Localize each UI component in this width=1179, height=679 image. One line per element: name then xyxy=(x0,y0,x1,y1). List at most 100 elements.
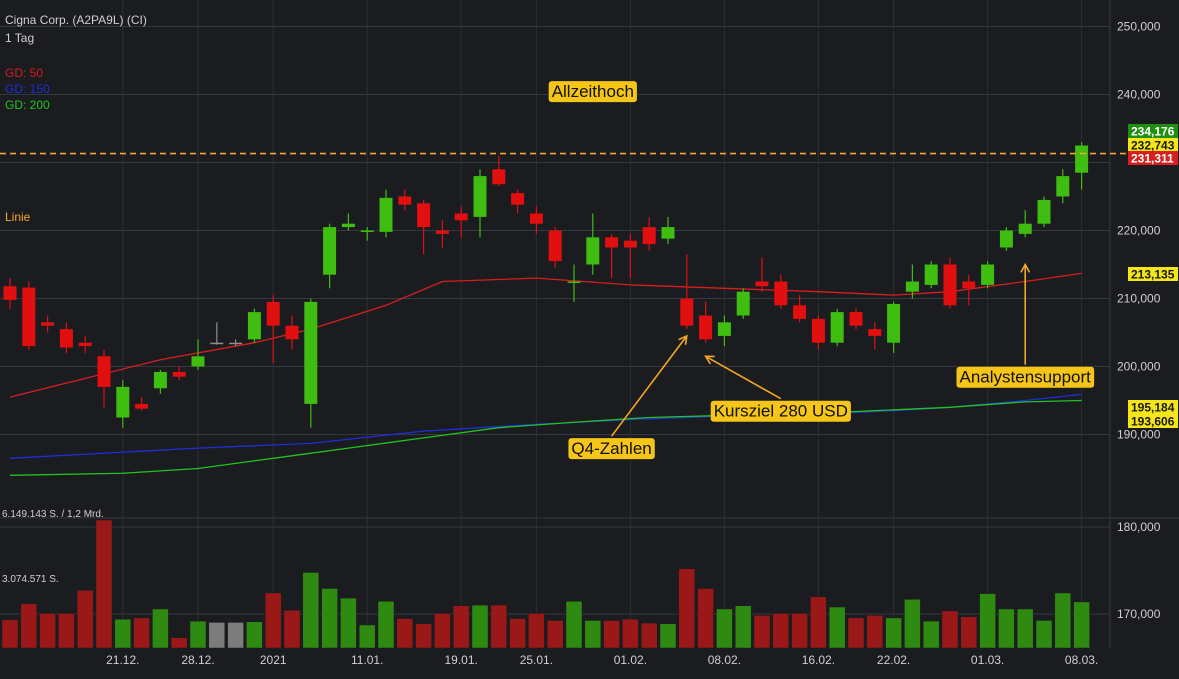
candle xyxy=(905,264,919,299)
candle xyxy=(116,380,130,428)
candle-body xyxy=(699,315,713,340)
candle xyxy=(153,369,167,394)
candle-body xyxy=(962,281,976,289)
volume-mid-label: 3.074.571 S. xyxy=(2,574,59,585)
y-tick-label: 170,000 xyxy=(1117,607,1161,621)
candle-body xyxy=(247,312,261,340)
candle xyxy=(529,206,543,234)
annotation-arrow xyxy=(705,355,782,400)
price-tag-label: 231,311 xyxy=(1131,152,1174,166)
price-tag-label: 232,743 xyxy=(1131,139,1175,153)
candle-body xyxy=(623,240,637,248)
candle xyxy=(830,308,844,347)
annotation-arrowhead xyxy=(1020,262,1031,273)
x-tick-label: 19.01. xyxy=(445,653,478,667)
annotation-label: Q4-Zahlen xyxy=(571,439,651,458)
x-tick-label: 08.03. xyxy=(1065,653,1098,667)
annotation-box xyxy=(710,400,851,422)
candle xyxy=(586,213,600,275)
candle-body xyxy=(379,197,393,232)
candle-body xyxy=(41,322,55,326)
timeframe-label: 1 Tag xyxy=(5,31,35,45)
price-tag: 234,176 xyxy=(1128,124,1178,139)
candle xyxy=(1056,169,1070,204)
candle xyxy=(1037,196,1051,228)
volume-bar xyxy=(565,601,583,649)
y-tick-label: 220,000 xyxy=(1117,224,1161,238)
volume-bar xyxy=(546,620,564,649)
volume-bar xyxy=(39,613,56,649)
price-tag: 193,606 xyxy=(1128,414,1178,429)
candle-body xyxy=(1037,199,1051,224)
volume-bar xyxy=(772,613,790,649)
annotation-arrow xyxy=(610,335,688,437)
candle-body xyxy=(78,342,92,347)
price-tag-box xyxy=(1128,138,1178,152)
legend-gd50: GD: 50 xyxy=(5,66,44,80)
candle-body xyxy=(266,301,280,326)
candle-body xyxy=(1075,145,1089,173)
candle xyxy=(247,308,261,343)
volume-bar xyxy=(490,604,508,649)
volume-bar xyxy=(979,593,996,649)
x-tick-label: 25.01. xyxy=(520,653,553,667)
volume-bar xyxy=(659,623,677,649)
legend-linie: Linie xyxy=(5,210,31,224)
annotation-box xyxy=(568,438,655,460)
candle xyxy=(1018,210,1032,238)
annotation: Kursziel 280 USD xyxy=(704,355,851,422)
y-tick-label: 240,000 xyxy=(1117,88,1161,102)
x-tick-label: 01.02. xyxy=(614,653,647,667)
volume-bar xyxy=(434,613,451,649)
candle-body xyxy=(417,203,431,228)
annotation-arrowhead xyxy=(678,334,688,345)
candle-body xyxy=(473,176,487,217)
candle-body xyxy=(210,342,224,345)
volume-bar xyxy=(76,590,94,649)
candle-body xyxy=(398,196,412,205)
volume-bar xyxy=(321,588,338,649)
candle xyxy=(736,288,750,319)
candle xyxy=(172,366,186,381)
price-tag: 213,135 xyxy=(1128,267,1178,282)
candle xyxy=(755,257,769,292)
ma-line-200 xyxy=(9,399,1082,476)
volume-bar xyxy=(810,596,827,649)
volume-bar xyxy=(358,624,376,649)
candle-body xyxy=(191,356,205,367)
candle xyxy=(642,216,656,251)
candle-body xyxy=(924,264,938,285)
volume-bar xyxy=(941,610,959,649)
candle xyxy=(473,169,487,238)
candle-body xyxy=(849,312,863,326)
candle xyxy=(887,301,901,353)
annotation-label: Kursziel 280 USD xyxy=(714,402,848,421)
candle xyxy=(41,315,55,333)
candle-body xyxy=(736,291,750,316)
candle xyxy=(78,335,92,353)
candle xyxy=(981,261,995,289)
candle-body xyxy=(567,281,581,283)
volume-bar xyxy=(264,592,282,649)
price-tag: 232,743 xyxy=(1128,138,1178,153)
candle xyxy=(229,339,243,347)
candle-body xyxy=(360,230,374,232)
volume-bar xyxy=(227,622,244,649)
volume-bar xyxy=(528,613,545,649)
volume-max-label: 6.149.143 S. / 1,2 Mrd. xyxy=(2,509,104,520)
volume-bar xyxy=(114,618,132,649)
candle-body xyxy=(97,356,111,387)
volume-bar xyxy=(697,588,714,649)
y-tick-label: 190,000 xyxy=(1117,428,1161,442)
volume-bar xyxy=(1073,601,1090,649)
annotation-arrowhead xyxy=(704,355,715,365)
x-tick-label: 11.01. xyxy=(351,653,383,667)
volume-bar xyxy=(828,606,846,649)
candle xyxy=(191,339,205,370)
candle-body xyxy=(548,230,562,262)
price-tag: 231,311 xyxy=(1128,151,1178,166)
candle-body xyxy=(605,237,619,248)
x-tick-label: 01.03. xyxy=(971,653,1004,667)
y-tick-label: 200,000 xyxy=(1117,360,1161,374)
price-tag-label: 193,606 xyxy=(1131,415,1175,429)
